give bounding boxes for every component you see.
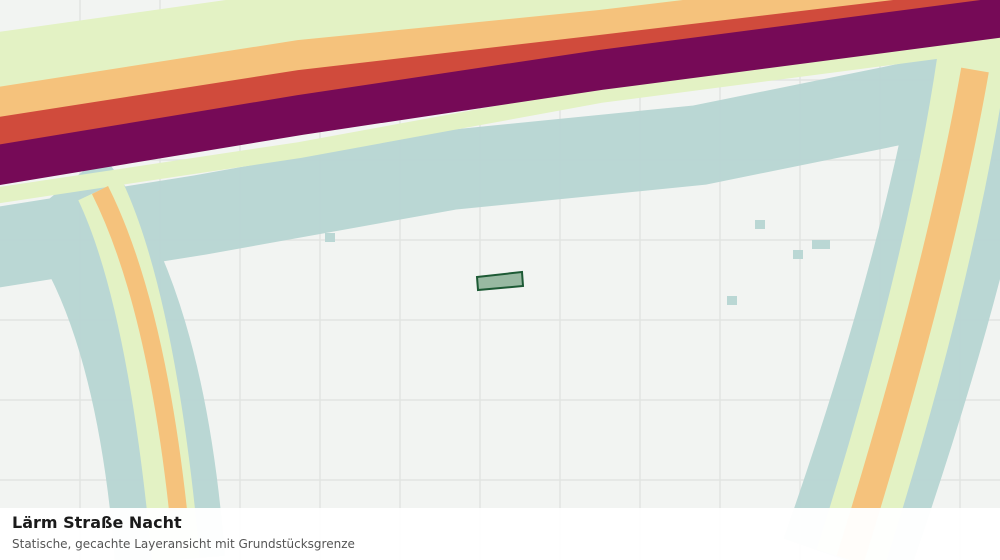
noise-band	[0, 0, 1000, 123]
noise-cell	[727, 296, 737, 305]
noise-cell	[755, 220, 765, 229]
noise-band	[91, 185, 187, 511]
noise-cell	[325, 233, 335, 242]
noise-cell	[812, 240, 830, 249]
noise-cell	[793, 250, 803, 259]
noise-band	[0, 34, 1000, 204]
noise-band	[836, 67, 989, 560]
noise-band	[0, 0, 1000, 128]
noise-zone-very-high	[0, 0, 1000, 185]
footer-panel	[0, 508, 1000, 560]
parcel-boundary	[475, 270, 525, 292]
map-subtitle: Statische, gecachte Layeransicht mit Gru…	[12, 537, 355, 551]
map-title: Lärm Straße Nacht	[12, 513, 182, 532]
